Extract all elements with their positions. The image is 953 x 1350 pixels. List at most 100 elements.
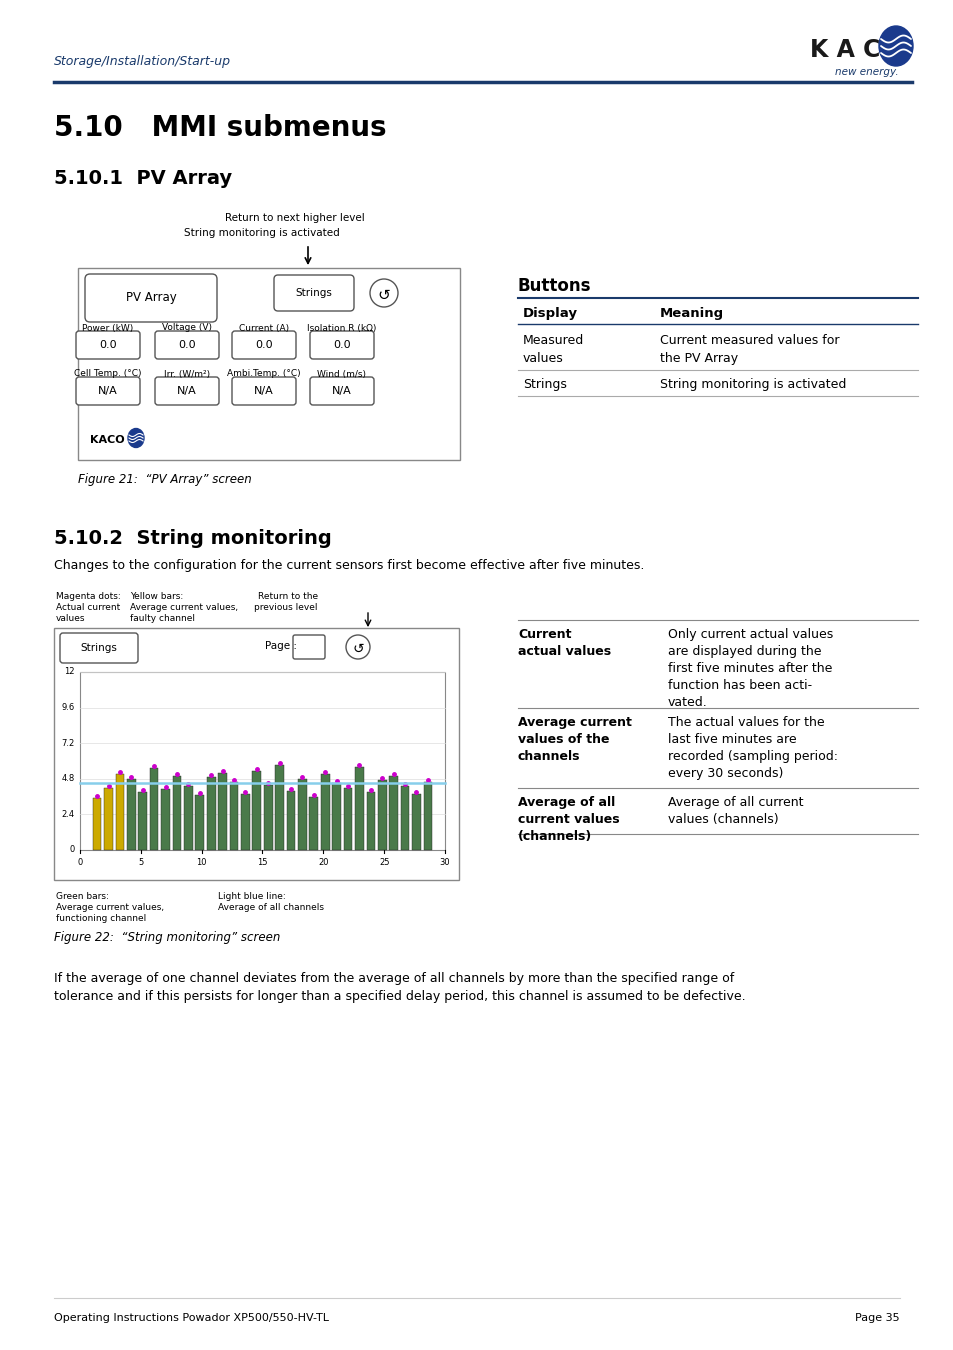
Bar [184,786,193,850]
Bar [264,784,273,850]
Text: 0.0: 0.0 [99,340,116,350]
Bar [355,767,363,850]
Text: 15: 15 [257,859,268,867]
Bar [332,783,340,850]
Text: KACO: KACO [90,435,125,446]
Text: Green bars:
Average current values,
functioning channel: Green bars: Average current values, func… [56,892,164,923]
FancyBboxPatch shape [76,331,140,359]
Text: 0: 0 [70,845,75,855]
Bar [412,794,420,850]
Text: 25: 25 [378,859,389,867]
Bar [309,796,318,850]
Text: 0.0: 0.0 [333,340,351,350]
Text: Return to the
previous level: Return to the previous level [254,593,317,612]
Bar [138,792,147,850]
Text: String monitoring is activated: String monitoring is activated [184,228,339,238]
Text: 5: 5 [138,859,143,867]
Bar [343,787,352,850]
Bar [230,782,238,850]
FancyBboxPatch shape [232,377,295,405]
Text: Buttons: Buttons [517,277,591,296]
Text: Average of all
current values
(channels): Average of all current values (channels) [517,796,619,842]
Text: PV Array: PV Array [126,292,176,305]
Text: 0: 0 [77,859,83,867]
Bar [161,790,170,850]
Text: Strings: Strings [522,378,566,392]
Circle shape [370,279,397,306]
Bar [241,794,250,850]
FancyBboxPatch shape [76,377,140,405]
FancyBboxPatch shape [310,377,374,405]
Text: Page 35: Page 35 [855,1314,899,1323]
Bar [297,779,307,850]
Text: N/A: N/A [332,386,352,396]
FancyBboxPatch shape [232,331,295,359]
Text: Average of all current
values (channels): Average of all current values (channels) [667,796,802,826]
Text: If the average of one channel deviates from the average of all channels by more : If the average of one channel deviates f… [54,972,734,986]
Bar [275,765,284,850]
Text: Strings: Strings [295,288,332,298]
Text: Current
actual values: Current actual values [517,628,611,657]
Text: 0.0: 0.0 [254,340,273,350]
Text: Page :: Page : [265,641,296,651]
Bar [423,782,432,850]
Text: 5.10.2  String monitoring: 5.10.2 String monitoring [54,528,332,548]
Text: Average current
values of the
channels: Average current values of the channels [517,716,631,763]
Text: 9.6: 9.6 [62,703,75,711]
Text: Meaning: Meaning [659,308,723,320]
Text: Wind (m/s): Wind (m/s) [317,370,366,378]
Bar [80,672,444,850]
Bar [377,780,386,850]
Text: Magenta dots:
Actual current
values: Magenta dots: Actual current values [56,593,121,624]
FancyBboxPatch shape [60,633,138,663]
FancyBboxPatch shape [78,269,459,460]
Text: Ambi.Temp. (°C): Ambi.Temp. (°C) [227,370,300,378]
Text: Storage/Installation/Start-up: Storage/Installation/Start-up [54,55,231,69]
Text: Return to next higher level: Return to next higher level [225,213,364,223]
Bar [172,776,181,850]
Bar [218,772,227,850]
Bar [253,771,261,850]
Text: 10: 10 [196,859,207,867]
Text: Irr. (W/m²): Irr. (W/m²) [164,370,210,378]
Text: 0.0: 0.0 [178,340,195,350]
Text: 5.10   MMI submenus: 5.10 MMI submenus [54,113,386,142]
Text: tolerance and if this persists for longer than a specified delay period, this ch: tolerance and if this persists for longe… [54,990,745,1003]
Bar [92,798,101,850]
Text: Figure 22:  “String monitoring” screen: Figure 22: “String monitoring” screen [54,931,280,945]
Text: Only current actual values
are displayed during the
first five minutes after the: Only current actual values are displayed… [667,628,832,709]
Text: Operating Instructions Powador XP500/550-HV-TL: Operating Instructions Powador XP500/550… [54,1314,329,1323]
Ellipse shape [128,428,144,447]
Text: Voltage (V): Voltage (V) [162,324,212,332]
FancyBboxPatch shape [274,275,354,310]
Circle shape [346,634,370,659]
Text: Cell Temp. (°C): Cell Temp. (°C) [74,370,142,378]
Ellipse shape [878,26,912,66]
Text: String monitoring is activated: String monitoring is activated [659,378,845,392]
Text: N/A: N/A [98,386,118,396]
FancyBboxPatch shape [54,628,458,880]
Text: Current measured values for
the PV Array: Current measured values for the PV Array [659,333,839,364]
Text: Light blue line:
Average of all channels: Light blue line: Average of all channels [218,892,324,913]
Text: 5.10.1  PV Array: 5.10.1 PV Array [54,169,232,188]
Bar [127,779,135,850]
Text: 2.4: 2.4 [62,810,75,819]
Text: N/A: N/A [253,386,274,396]
Text: 20: 20 [317,859,328,867]
Text: Figure 21:  “PV Array” screen: Figure 21: “PV Array” screen [78,474,252,486]
Text: 4.8: 4.8 [62,775,75,783]
Bar [195,795,204,850]
FancyBboxPatch shape [154,377,219,405]
Text: ↺: ↺ [352,643,363,656]
FancyBboxPatch shape [85,274,216,323]
Text: Changes to the configuration for the current sensors first become effective afte: Changes to the configuration for the cur… [54,559,643,572]
Text: Yellow bars:
Average current values,
faulty channel: Yellow bars: Average current values, fau… [130,593,238,624]
FancyBboxPatch shape [310,331,374,359]
Text: N/A: N/A [177,386,196,396]
Text: 12: 12 [65,667,75,676]
Text: 30: 30 [439,859,450,867]
Text: new energy.: new energy. [834,68,898,77]
Bar [366,792,375,850]
Bar [150,768,158,850]
Text: Strings: Strings [80,643,117,653]
